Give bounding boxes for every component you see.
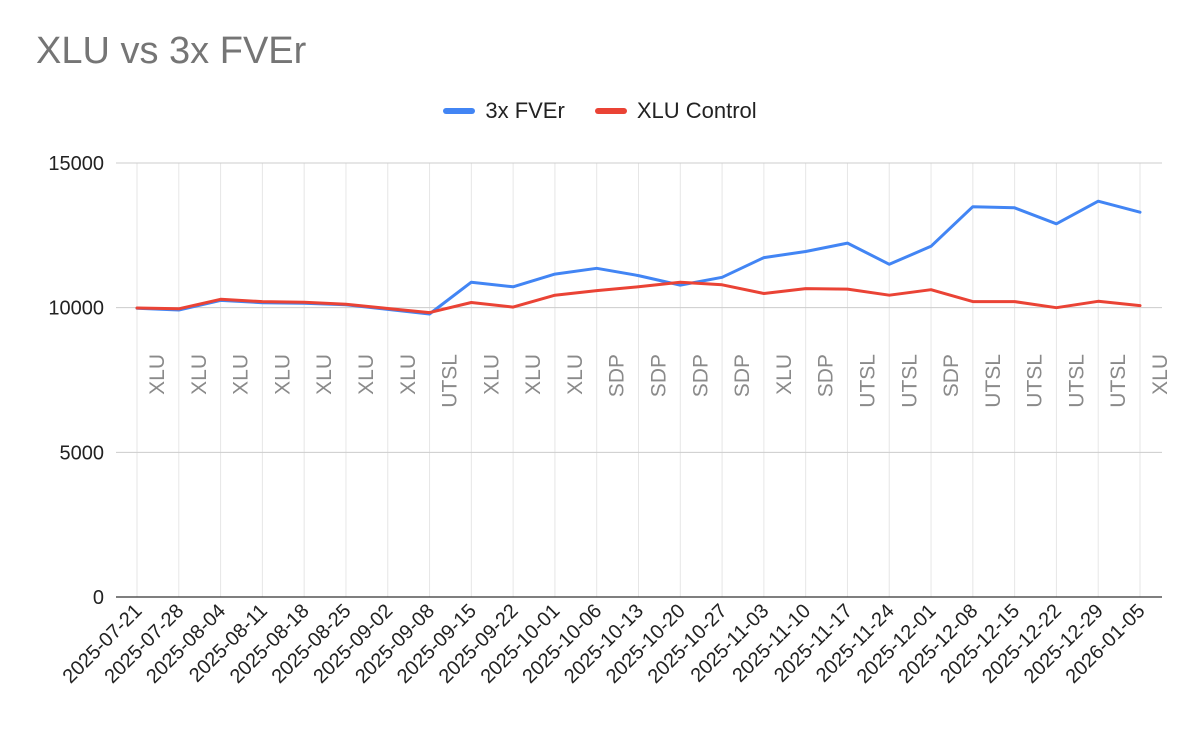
annotation-label: UTSL [439, 354, 462, 408]
y-tick-label: 5000 [60, 442, 105, 464]
annotation-label: UTSL [1024, 354, 1047, 408]
annotation-label: SDP [689, 354, 712, 397]
annotation-label: UTSL [898, 354, 921, 408]
y-tick-label: 10000 [48, 298, 104, 320]
legend-item-xlu-control: XLU Control [594, 98, 757, 124]
annotation-label: SDP [940, 354, 963, 397]
annotation-label: UTSL [856, 354, 879, 408]
annotation-label: SDP [606, 354, 629, 397]
annotation-label: SDP [731, 354, 754, 397]
annotation-label: SDP [815, 354, 838, 397]
legend-swatch-3x-fver [443, 108, 476, 114]
annotation-label: XLU [188, 354, 211, 395]
chart-title: XLU vs 3x FVEr [36, 30, 307, 72]
legend-item-3x-fver: 3x FVEr [443, 98, 565, 124]
annotation-label: XLU [271, 354, 294, 395]
legend-label-3x-fver: 3x FVEr [485, 98, 565, 123]
annotation-label: UTSL [1065, 354, 1088, 408]
annotation-label: XLU [146, 354, 169, 395]
legend-label-xlu-control: XLU Control [636, 98, 757, 123]
legend: 3x FVEr XLU Control [0, 98, 1200, 124]
annotation-label: XLU [564, 354, 587, 395]
annotation-label: XLU [230, 354, 253, 395]
annotation-label: UTSL [1107, 354, 1130, 408]
annotation-label: XLU [355, 354, 378, 395]
annotation-label: XLU [1149, 354, 1172, 395]
y-tick-label: 15000 [48, 153, 104, 175]
legend-swatch-xlu-control [594, 108, 627, 114]
annotation-label: XLU [773, 354, 796, 395]
annotation-label: SDP [648, 354, 671, 397]
series-line-xlu-control [135, 280, 1142, 315]
annotation-label: XLU [522, 354, 545, 395]
y-tick-label: 0 [93, 587, 104, 609]
annotation-label: UTSL [982, 354, 1005, 408]
annotation-label: XLU [480, 354, 503, 395]
annotation-label: XLU [313, 354, 336, 395]
annotation-label: XLU [397, 354, 420, 395]
